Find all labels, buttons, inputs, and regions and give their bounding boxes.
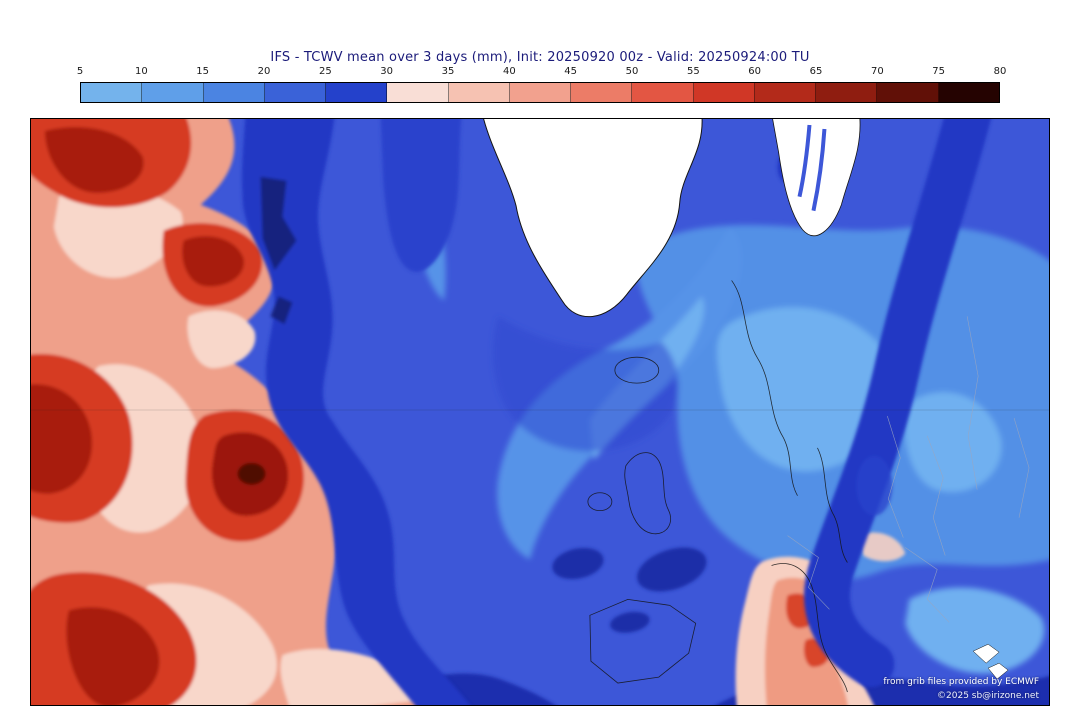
ireland-coastline [587, 492, 613, 512]
colorbar-cell [632, 83, 694, 102]
norway-coastline [731, 280, 798, 496]
colorbar-cell [203, 83, 265, 102]
iceland-coastline [614, 356, 660, 384]
colorbar-cell [448, 83, 510, 102]
colorbar-tick-label: 40 [502, 66, 516, 77]
colorbar-cell [754, 83, 817, 102]
colorbar-cell [509, 83, 572, 102]
italy-coastline [771, 563, 848, 693]
colorbar-tick-label: 5 [76, 66, 84, 77]
chart-title: IFS - TCWV mean over 3 days (mm), Init: … [270, 50, 810, 65]
cyprus-white-spot [972, 643, 1000, 664]
credit-copyright: ©2025 sb@irizone.net [937, 691, 1039, 701]
colorbar-cell [264, 83, 327, 102]
colorbar-cell [142, 83, 204, 102]
colorbar-tick-label: 60 [748, 66, 762, 77]
colorbar-tick-label: 65 [809, 66, 823, 77]
colorbar-cell [326, 83, 388, 102]
colorbar-ticks: 5 10 15 20 25 30 35 40 45 50 55 60 65 70 75 80 [76, 66, 1007, 82]
colorbar-segments [80, 82, 1000, 103]
colorbar-tick-label: 55 [686, 66, 700, 77]
colorbar-tick-label: 25 [318, 66, 332, 77]
country-borders [787, 316, 1030, 623]
colorbar-cell [387, 83, 449, 102]
below-scale-white [483, 119, 1009, 680]
colorbar-tick-label: 45 [564, 66, 578, 77]
coastlines [587, 280, 848, 693]
colorbar-tick-label: 10 [134, 66, 148, 77]
colorbar-tick-label: 50 [625, 66, 639, 77]
field-light-blue [31, 119, 1049, 674]
tcwv-field-map [31, 119, 1049, 705]
colorbar-cell [81, 83, 143, 102]
colorbar-tick-label: 70 [870, 66, 884, 77]
iberia-coastline [589, 598, 697, 684]
colorbar-cell [938, 83, 999, 102]
colorbar: 5 10 15 20 25 30 35 40 45 50 55 60 65 70 75 80 [76, 66, 1007, 103]
moist-core [237, 462, 266, 485]
baltic-coastline [817, 447, 848, 563]
colorbar-tick-label: 75 [932, 66, 946, 77]
colorbar-cell [571, 83, 633, 102]
colorbar-tick-label: 15 [196, 66, 210, 77]
map-panel: from grib files provided by ECMWF ©2025 … [30, 118, 1050, 706]
colorbar-tick-label: 20 [257, 66, 271, 77]
colorbar-tick-label: 80 [993, 66, 1007, 77]
colorbar-tick-label: 35 [441, 66, 455, 77]
britain-coastline [624, 452, 672, 535]
credit-ecmwf: from grib files provided by ECMWF [883, 677, 1039, 687]
colorbar-tick-label: 30 [380, 66, 394, 77]
field-reds [31, 119, 906, 705]
colorbar-cell [877, 83, 939, 102]
greenland-landmass [483, 119, 703, 318]
field-deep-blue-over [242, 119, 991, 705]
colorbar-cell [816, 83, 878, 102]
svalbard-white-patch [772, 119, 861, 236]
colorbar-cell [693, 83, 755, 102]
